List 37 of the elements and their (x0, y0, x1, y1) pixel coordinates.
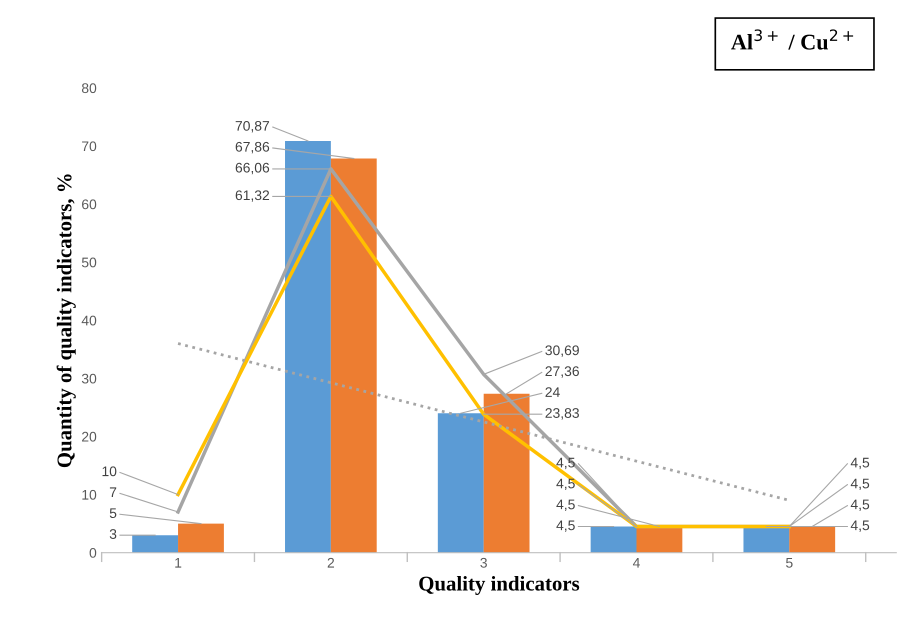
data-label: 4,5 (850, 500, 870, 511)
x-tick-label: 1 (175, 558, 182, 568)
text: Al$^{3+}$ / Cu$^{2+}$ (731, 29, 854, 50)
x-tick-label: 4 (632, 558, 640, 568)
data-label: 7 (110, 487, 116, 497)
y-tick-label: 40 (82, 316, 96, 326)
data-label: 61,32 (236, 190, 270, 202)
data-label: 4,5 (556, 478, 575, 490)
data-label: 4,5 (556, 500, 575, 511)
x-axis-title: Quality indicators (419, 576, 580, 595)
data-label: 10 (102, 466, 116, 476)
data-label: 70,87 (236, 120, 270, 132)
y-tick-label: 70 (82, 141, 96, 152)
y-tick-label: 80 (82, 83, 96, 94)
data-label: 27,36 (546, 366, 579, 378)
data-label: 4,5 (850, 458, 870, 470)
data-label: 4,5 (850, 520, 870, 532)
x-tick-label: 5 (786, 558, 793, 568)
data-label: 66,06 (236, 162, 270, 174)
y-tick-label: 60 (82, 199, 96, 210)
data-label: 3 (110, 529, 116, 539)
data-label: 24 (546, 387, 560, 397)
data-label: 67,86 (236, 142, 270, 154)
x-tick-label: 3 (480, 558, 487, 568)
data-label: 4,5 (850, 478, 870, 490)
data-label: 4,5 (556, 520, 575, 532)
x-tick-label: 2 (328, 558, 334, 568)
y-tick-label: 0 (90, 548, 96, 558)
y-tick-label: 10 (82, 490, 96, 500)
y-tick-label: 50 (82, 258, 96, 268)
y-axis-title: Quantity of quality indicators, % (56, 174, 76, 468)
data-label: 4,5 (556, 458, 575, 470)
data-label: 5 (110, 508, 116, 518)
y-tick-label: 30 (82, 374, 96, 384)
data-label: 23,83 (546, 408, 579, 420)
data-label: 30,69 (545, 345, 579, 357)
y-tick-label: 20 (82, 432, 96, 442)
